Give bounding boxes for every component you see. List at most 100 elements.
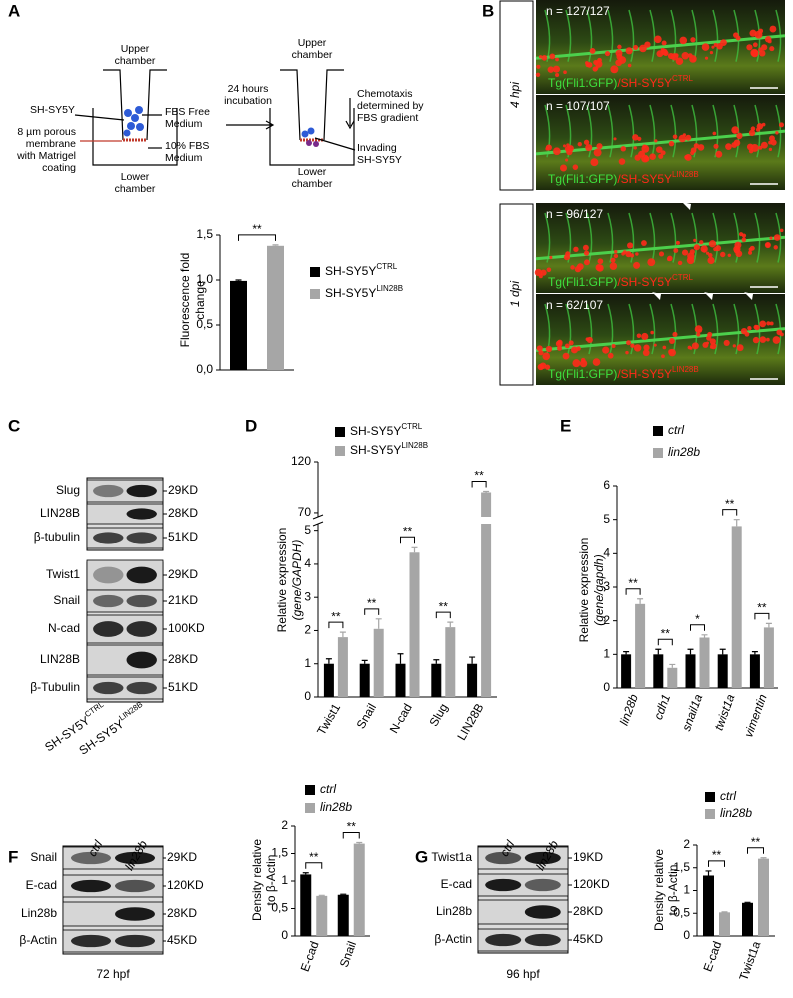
cell — [123, 129, 131, 137]
cell-dot — [565, 158, 569, 162]
size-label: 51KD — [168, 680, 198, 694]
label: FBS Free — [165, 106, 210, 118]
cell-dot — [562, 144, 567, 148]
pointer — [74, 114, 125, 121]
significance-label: * — [695, 612, 700, 626]
y-tick-label: 2 — [603, 613, 610, 627]
y-tick-label: 1 — [304, 656, 311, 670]
cell-dot — [625, 47, 633, 55]
error-bar — [272, 244, 279, 246]
cell-dot — [756, 123, 764, 130]
cell-dot — [752, 42, 758, 48]
significance-bracket — [754, 612, 770, 620]
y-tick-label: 6 — [603, 478, 610, 492]
legend-swatch — [705, 792, 715, 802]
cell-dot — [667, 257, 671, 262]
significance-bracket — [657, 638, 673, 646]
label: Chemotaxis — [357, 88, 412, 100]
cell-dot — [549, 53, 556, 60]
y-axis-label: Density relative — [652, 849, 666, 931]
bar — [337, 637, 348, 697]
cell-dot — [677, 260, 683, 266]
cell-dot — [725, 143, 732, 150]
insert-right — [280, 69, 344, 141]
bar — [359, 663, 370, 697]
cell-dot — [650, 330, 654, 335]
y-tick-label: 0 — [304, 689, 311, 703]
bar — [445, 627, 456, 697]
blot-band — [126, 532, 157, 544]
image-caption: Tg(Fli1:GFP)/SH-SY5YCTRL — [548, 74, 693, 90]
bar — [699, 637, 710, 688]
cell-dot — [733, 32, 739, 38]
cell-dot — [711, 45, 715, 49]
cell-dot — [602, 346, 610, 354]
cell-dot — [764, 241, 771, 249]
cell-dot — [681, 249, 689, 256]
legend-name: ctrl — [320, 782, 336, 796]
cell-dot — [748, 247, 753, 252]
error-bar — [701, 634, 708, 638]
arrowhead — [652, 292, 661, 300]
protein-label: Snail — [30, 850, 57, 864]
legend-label: ctrl — [668, 423, 684, 437]
cell-dot — [626, 340, 632, 346]
vessel — [607, 212, 614, 263]
reporter: Tg(Fli1:GFP) — [548, 76, 617, 90]
protein-label: β-Tubulin — [30, 680, 80, 694]
cell-dot — [767, 39, 772, 44]
vessel — [691, 104, 698, 158]
bar — [230, 280, 247, 370]
cell-dot — [596, 264, 604, 272]
cell-dot — [552, 65, 561, 73]
vessel — [691, 212, 698, 263]
legend-sup: LIN28B — [376, 284, 403, 293]
legend-name: SH-SY5Y — [350, 443, 401, 457]
legend-label: lin28b — [320, 800, 352, 814]
bar — [621, 654, 632, 688]
cell-dot — [553, 147, 561, 156]
significance-bracket — [238, 234, 276, 241]
cell-dot — [766, 321, 771, 326]
cell-dot — [693, 238, 697, 243]
significance-label: ** — [309, 850, 319, 864]
error-bar — [655, 648, 662, 655]
cell-dot — [713, 42, 718, 47]
label: 24 hours — [228, 83, 269, 95]
axis-break — [312, 514, 324, 520]
cell-dot — [741, 237, 747, 242]
cell-dot — [585, 337, 590, 342]
cell — [135, 106, 143, 114]
cell-dot — [634, 154, 641, 161]
protein-label: Lin28b — [436, 904, 472, 918]
label: chamber — [292, 178, 333, 190]
cell-dot — [780, 332, 784, 337]
y-tick-label: 1 — [281, 873, 288, 887]
y-tick-label: 3 — [603, 579, 610, 593]
y-tick-label: 0,5 — [673, 905, 690, 919]
cell-dot — [672, 134, 678, 140]
cell-dot — [754, 324, 760, 331]
vessel — [733, 303, 740, 355]
cell-dot — [759, 320, 767, 328]
cell-dot — [754, 30, 763, 39]
significance-label: ** — [439, 599, 449, 613]
significance-label: ** — [347, 820, 357, 834]
cell-dot — [590, 158, 599, 167]
cell-dot — [744, 331, 750, 337]
label: chamber — [115, 183, 156, 195]
vessel — [670, 212, 677, 263]
cell-dot — [758, 145, 763, 150]
cell-dot — [647, 258, 656, 267]
label: 8 µm porous — [17, 126, 76, 138]
cell-dot — [732, 344, 736, 348]
cell-dot — [741, 233, 747, 238]
cell-dot — [642, 144, 647, 149]
legend-label: ctrl — [720, 789, 736, 803]
cell-dot — [625, 251, 632, 258]
protein-label: Twist1a — [431, 850, 472, 864]
cell-dot — [661, 40, 667, 46]
cell-dot — [759, 50, 766, 57]
protein-label: LIN28B — [40, 506, 80, 520]
